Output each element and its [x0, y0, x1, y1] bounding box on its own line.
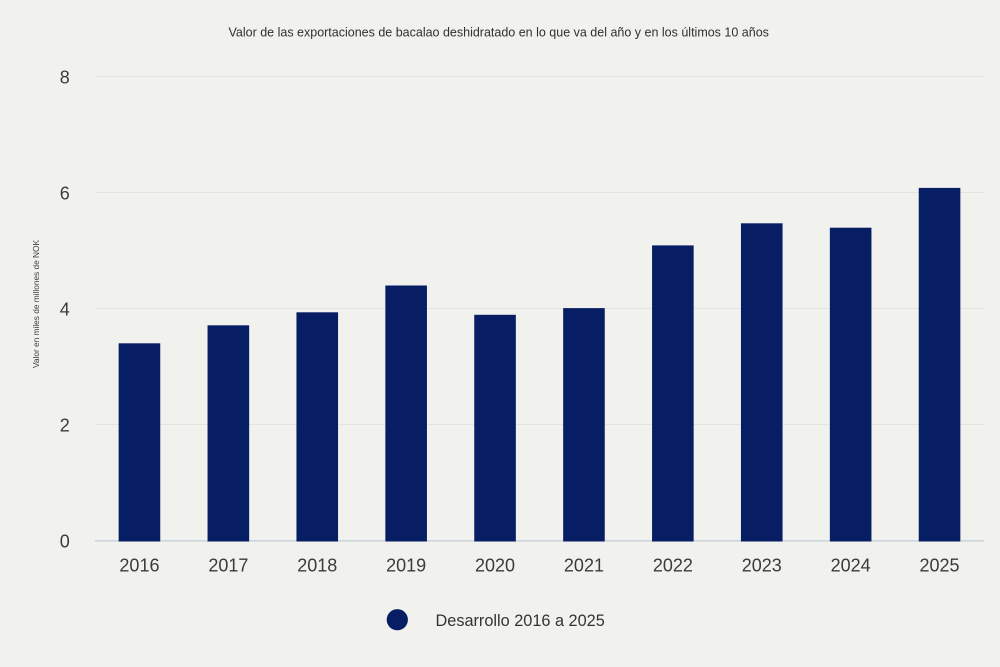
svg-text:6: 6	[60, 183, 70, 203]
svg-text:4: 4	[60, 299, 70, 319]
svg-text:2019: 2019	[386, 556, 426, 576]
svg-text:2017: 2017	[208, 556, 248, 576]
svg-text:2024: 2024	[831, 556, 871, 576]
svg-text:8: 8	[60, 67, 70, 87]
svg-text:0: 0	[60, 531, 70, 551]
svg-text:2016: 2016	[119, 556, 159, 576]
svg-text:2023: 2023	[742, 556, 782, 576]
svg-text:2: 2	[60, 415, 70, 435]
svg-text:Valor en miles de millones de: Valor en miles de millones de NOK	[31, 240, 41, 369]
svg-text:2018: 2018	[297, 556, 337, 576]
svg-text:2025: 2025	[920, 556, 960, 576]
svg-text:2021: 2021	[564, 556, 604, 576]
svg-text:2022: 2022	[653, 556, 693, 576]
svg-text:2020: 2020	[475, 556, 515, 576]
svg-text:Desarrollo 2016 a 2025: Desarrollo 2016 a 2025	[436, 612, 605, 630]
svg-text:Valor de las exportaciones de: Valor de las exportaciones de bacalao de…	[228, 25, 768, 39]
